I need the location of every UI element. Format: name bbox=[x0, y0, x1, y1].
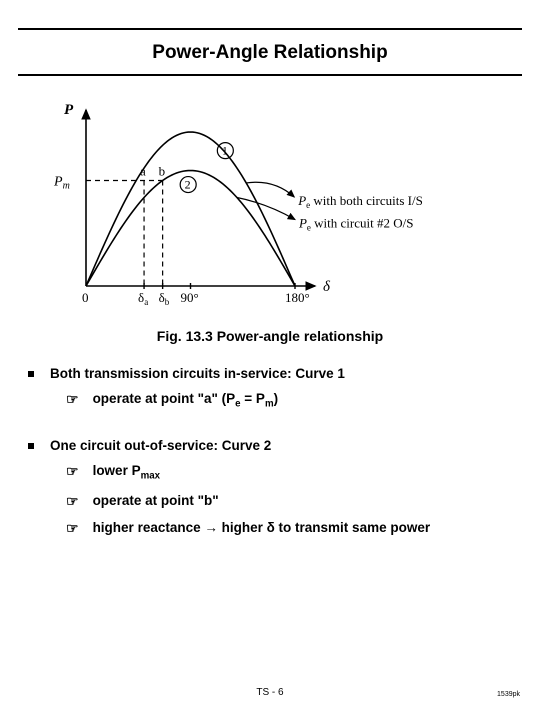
svg-text:0: 0 bbox=[82, 290, 89, 305]
page-title: Power-Angle Relationship bbox=[18, 30, 522, 74]
svg-text:90°: 90° bbox=[181, 290, 199, 305]
svg-text:180°: 180° bbox=[285, 290, 310, 305]
footer-page-number: TS - 6 bbox=[0, 687, 540, 698]
bullet-text: One circuit out-of-service: Curve 2 bbox=[50, 438, 271, 453]
pointing-hand-icon: ☞ bbox=[66, 494, 79, 508]
svg-text:Pe with both circuits I/S: Pe with both circuits I/S bbox=[297, 193, 423, 210]
bullet-item: Both transmission circuits in-service: C… bbox=[28, 366, 522, 422]
bullet-list: Both transmission circuits in-service: C… bbox=[18, 366, 522, 547]
sub-bullet-list: ☞ operate at point "a" (Pe = Pm) bbox=[28, 391, 522, 422]
sub-bullet-text: higher reactance → higher δ to transmit … bbox=[93, 520, 431, 535]
svg-text:a: a bbox=[140, 164, 146, 179]
sub-bullet-text: operate at point "a" (Pe = Pm) bbox=[93, 391, 279, 410]
square-bullet-icon bbox=[28, 443, 34, 449]
sub-bullet-item: ☞ operate at point "a" (Pe = Pm) bbox=[66, 391, 522, 410]
pointing-hand-icon: ☞ bbox=[66, 464, 79, 478]
sub-bullet-item: ☞ operate at point "b" bbox=[66, 493, 522, 508]
svg-text:δb: δb bbox=[159, 290, 170, 307]
sub-bullet-text: operate at point "b" bbox=[93, 493, 219, 508]
sub-bullet-item: ☞ lower Pmax bbox=[66, 463, 522, 482]
pointing-hand-icon: ☞ bbox=[66, 392, 79, 406]
sub-bullet-item: ☞ higher reactance → higher δ to transmit… bbox=[66, 520, 522, 535]
bullet-text: Both transmission circuits in-service: C… bbox=[50, 366, 345, 381]
square-bullet-icon bbox=[28, 371, 34, 377]
svg-text:b: b bbox=[159, 164, 166, 179]
bullet-item: One circuit out-of-service: Curve 2 ☞ lowe… bbox=[28, 438, 522, 548]
power-angle-chart: Pδ Pm ab 0 δaδb 90° 180° 1 2 Pe with both circuit… bbox=[40, 92, 430, 322]
sub-bullet-list: ☞ lower Pmax ☞ operate at point "b" ☞ higher … bbox=[28, 463, 522, 548]
figure-caption: Fig. 13.3 Power-angle relationship bbox=[18, 328, 522, 344]
svg-text:2: 2 bbox=[185, 178, 191, 192]
pointing-hand-icon: ☞ bbox=[66, 521, 79, 535]
rule-below-title bbox=[18, 74, 522, 76]
svg-text:δ: δ bbox=[323, 279, 331, 295]
svg-text:1: 1 bbox=[222, 144, 228, 158]
svg-text:Pe with circuit #2 O/S: Pe with circuit #2 O/S bbox=[298, 216, 414, 233]
sub-bullet-text: lower Pmax bbox=[93, 463, 160, 482]
footer-code: 1539pk bbox=[497, 691, 520, 698]
svg-text:δa: δa bbox=[138, 290, 148, 307]
svg-text:P: P bbox=[64, 102, 74, 118]
svg-text:Pm: Pm bbox=[53, 175, 70, 192]
